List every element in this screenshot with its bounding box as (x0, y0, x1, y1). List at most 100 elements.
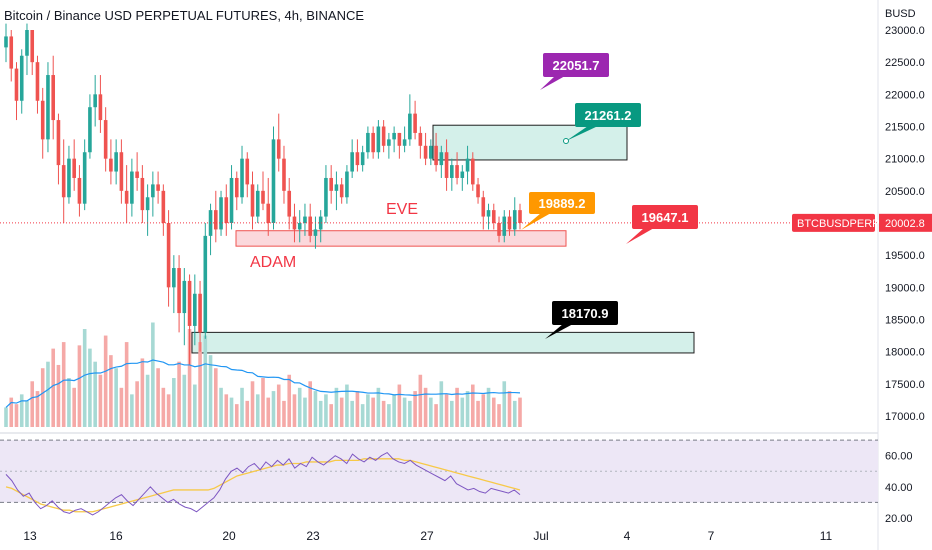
volume-bar (339, 397, 344, 427)
volume-bar (387, 404, 391, 427)
candle-body (88, 107, 92, 153)
volume-bar (208, 355, 213, 427)
volume-bar (203, 335, 208, 427)
callout-pointer (545, 324, 573, 339)
volume-bar (518, 397, 522, 427)
candle-body (35, 62, 40, 101)
price-callout-bg (529, 192, 595, 214)
candle-body (14, 68, 19, 101)
candle-body (145, 197, 150, 211)
candle-body (219, 197, 223, 230)
volume-bar (318, 400, 323, 427)
annotation-eve: EVE (386, 201, 418, 218)
candle-body (434, 145, 438, 166)
volume-bar (182, 374, 187, 427)
candle-body (19, 55, 24, 101)
volume-bar (40, 368, 45, 427)
price-callout-bg (552, 301, 618, 325)
volume-bar (476, 400, 480, 427)
callout-pointer (521, 213, 551, 230)
volume-bar (30, 381, 35, 427)
volume-bar (198, 342, 202, 427)
volume-bar (135, 381, 139, 427)
volume-bar (512, 400, 517, 427)
volume-bar (103, 335, 108, 427)
candle-body (339, 184, 344, 198)
candle-body (250, 184, 255, 217)
volume-bar (350, 400, 354, 427)
volume-bar (507, 391, 512, 427)
candle-body (465, 158, 470, 172)
candle-body (114, 152, 118, 172)
price-callout-black: 18170.9 (562, 306, 609, 321)
volume-bar (9, 397, 14, 427)
price-callout-red: 19647.1 (642, 210, 689, 225)
rsi-line (5, 451, 521, 516)
x-tick-label: Jul (533, 529, 548, 543)
candle-body (234, 177, 239, 198)
volume-bar (130, 394, 134, 427)
candle-body (224, 197, 229, 223)
candle-body (103, 120, 108, 159)
volume-bar (429, 397, 433, 427)
volume-bar (297, 387, 302, 427)
volume-bar (408, 400, 412, 427)
symbol-tag: BTCBUSDPERP (797, 218, 880, 230)
volume-bar (151, 322, 155, 427)
volume-bar (439, 381, 444, 427)
candle-body (98, 94, 103, 121)
candle-body (187, 280, 192, 326)
volume-bar (334, 387, 339, 427)
candle-body (130, 171, 134, 204)
symbol-tag-bg (792, 213, 875, 232)
current-price-tag-bg (879, 213, 932, 232)
volume-bar (245, 400, 250, 427)
volume-bar (82, 329, 87, 427)
volume-bar (140, 358, 145, 427)
volume-bar (88, 348, 92, 427)
candle-body (261, 190, 265, 204)
volume-bar (313, 391, 318, 427)
volume-bar (450, 400, 454, 427)
current-price-tag: 20002.8 (885, 218, 925, 230)
candle-body (82, 152, 87, 204)
volume-bar (67, 378, 71, 427)
candle-body (51, 75, 56, 121)
candle-body (156, 184, 160, 191)
y-tick-label: 21000.0 (885, 154, 925, 166)
candle-body (229, 177, 234, 223)
price-callout-teal: 21261.2 (585, 108, 632, 123)
candle-body (266, 203, 271, 223)
candle-body (297, 223, 302, 230)
candle-body (497, 223, 501, 236)
callout-pointer (626, 228, 654, 244)
candle-body (481, 197, 486, 217)
volume-bar (161, 387, 166, 427)
callout-pointer (566, 126, 598, 141)
volume-bar (51, 348, 56, 427)
volume-bar (266, 397, 271, 427)
x-tick-label: 23 (306, 529, 320, 543)
volume-bar (397, 384, 402, 427)
volume-bar (355, 391, 360, 427)
candle-body (198, 293, 202, 333)
candle-body (61, 165, 66, 198)
candle-body (366, 132, 370, 153)
candle-body (177, 268, 181, 314)
rsi-ma-line (5, 458, 521, 513)
x-tick-label: 7 (708, 529, 715, 543)
candle-body (203, 235, 208, 333)
volume-bar (229, 397, 234, 427)
volume-bar (497, 404, 501, 427)
zone-green (432, 124, 628, 161)
volume-bar (166, 394, 171, 427)
candle-body (371, 132, 375, 153)
rsi-tick-label: 60.00 (885, 451, 913, 463)
volume-bar (56, 364, 61, 427)
y-tick-label: 17000.0 (885, 411, 925, 423)
annotation-adam: ADAM (250, 254, 296, 271)
candle-body (518, 210, 522, 223)
candle-body (287, 190, 292, 217)
rsi-tick-label: 20.00 (885, 513, 913, 525)
